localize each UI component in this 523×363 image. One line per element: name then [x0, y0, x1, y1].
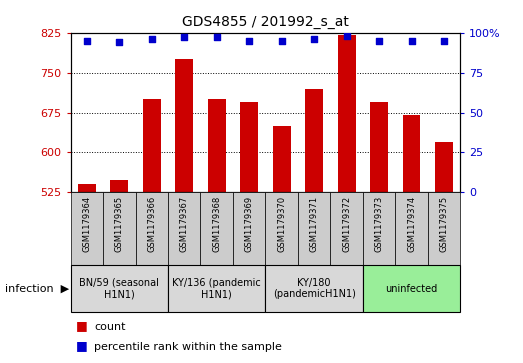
Bar: [233, 192, 266, 265]
Text: GSM1179373: GSM1179373: [374, 196, 383, 252]
Bar: [240, 102, 258, 192]
Title: GDS4855 / 201992_s_at: GDS4855 / 201992_s_at: [182, 15, 349, 29]
Bar: [338, 35, 356, 192]
Bar: [298, 192, 331, 265]
Point: [407, 38, 416, 44]
Text: GSM1179365: GSM1179365: [115, 196, 124, 252]
Text: GSM1179364: GSM1179364: [82, 196, 92, 252]
Text: GSM1179366: GSM1179366: [147, 196, 156, 252]
Text: GSM1179370: GSM1179370: [277, 196, 286, 252]
Bar: [370, 102, 388, 192]
Bar: [175, 59, 193, 192]
Bar: [110, 180, 128, 192]
Point: [375, 38, 383, 44]
Bar: [363, 265, 460, 312]
Text: ■: ■: [76, 319, 87, 332]
Text: GSM1179367: GSM1179367: [180, 196, 189, 252]
Text: percentile rank within the sample: percentile rank within the sample: [94, 342, 282, 352]
Point: [83, 38, 91, 44]
Point: [278, 38, 286, 44]
Point: [115, 39, 123, 45]
Point: [310, 36, 319, 42]
Text: BN/59 (seasonal
H1N1): BN/59 (seasonal H1N1): [79, 278, 159, 299]
Bar: [103, 192, 135, 265]
Bar: [435, 142, 453, 192]
Bar: [78, 184, 96, 192]
Text: GSM1179375: GSM1179375: [439, 196, 449, 252]
Bar: [395, 192, 428, 265]
Bar: [266, 192, 298, 265]
Text: GSM1179372: GSM1179372: [342, 196, 351, 252]
Text: ■: ■: [76, 339, 87, 352]
Text: KY/180
(pandemicH1N1): KY/180 (pandemicH1N1): [272, 278, 356, 299]
Bar: [272, 126, 291, 192]
Bar: [266, 265, 363, 312]
Bar: [305, 89, 323, 192]
Text: count: count: [94, 322, 126, 332]
Bar: [363, 192, 395, 265]
Bar: [143, 99, 161, 192]
Point: [245, 38, 253, 44]
Bar: [71, 265, 168, 312]
Bar: [71, 192, 103, 265]
Bar: [331, 192, 363, 265]
Text: GSM1179371: GSM1179371: [310, 196, 319, 252]
Text: GSM1179369: GSM1179369: [245, 196, 254, 252]
Bar: [428, 192, 460, 265]
Point: [147, 36, 156, 42]
Bar: [168, 192, 200, 265]
Bar: [403, 115, 420, 192]
Bar: [200, 192, 233, 265]
Point: [212, 34, 221, 40]
Text: KY/136 (pandemic
H1N1): KY/136 (pandemic H1N1): [173, 278, 261, 299]
Text: GSM1179374: GSM1179374: [407, 196, 416, 252]
Text: uninfected: uninfected: [385, 284, 438, 294]
Point: [440, 38, 448, 44]
Point: [180, 34, 188, 40]
Bar: [135, 192, 168, 265]
Bar: [208, 99, 225, 192]
Text: infection  ▶: infection ▶: [5, 284, 70, 294]
Text: GSM1179368: GSM1179368: [212, 196, 221, 252]
Bar: [168, 265, 266, 312]
Point: [343, 33, 351, 39]
